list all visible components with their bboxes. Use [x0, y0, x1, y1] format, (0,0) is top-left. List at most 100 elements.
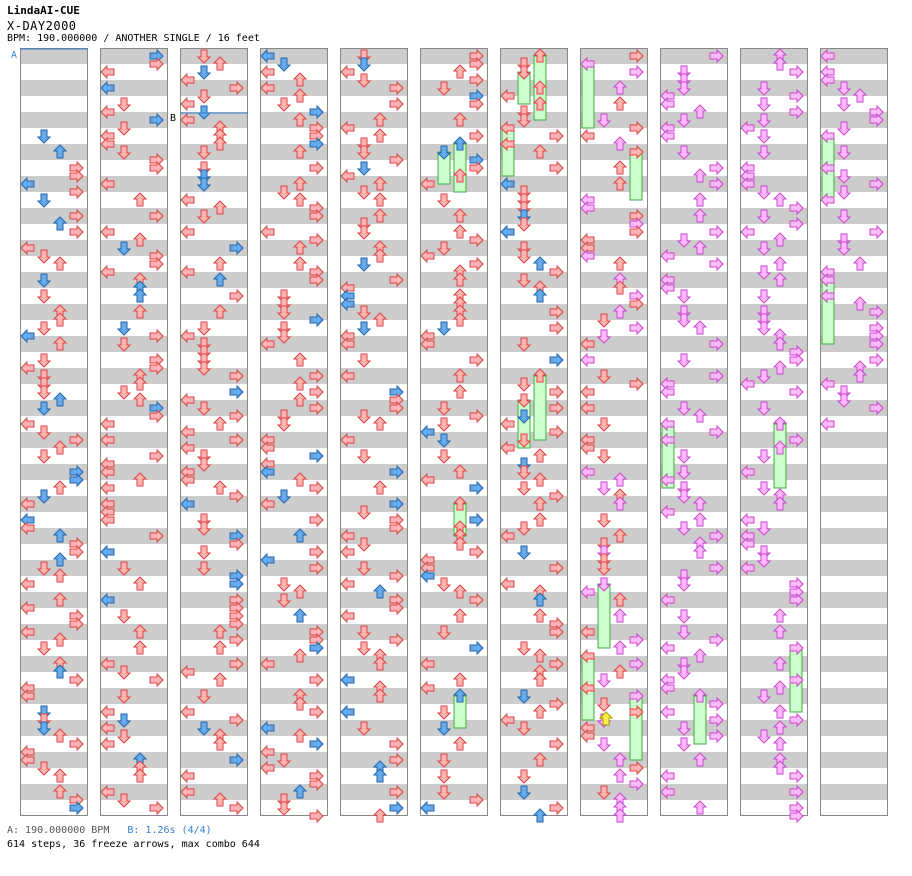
beat-stripe	[260, 272, 328, 288]
beat-stripe	[20, 624, 88, 640]
column-border	[820, 48, 888, 816]
beat-stripe	[340, 272, 408, 288]
beat-stripe	[260, 688, 328, 704]
beat-stripe	[820, 688, 888, 704]
beat-stripe	[820, 592, 888, 608]
beat-stripe	[820, 48, 888, 64]
beat-stripe	[180, 752, 248, 768]
beat-stripe	[500, 720, 568, 736]
beat-stripe	[820, 496, 888, 512]
beat-stripe	[820, 240, 888, 256]
beat-stripe	[660, 144, 728, 160]
beat-stripe	[260, 432, 328, 448]
beat-stripe	[340, 752, 408, 768]
beat-stripe	[100, 336, 168, 352]
beat-stripe	[180, 336, 248, 352]
beat-stripe	[340, 688, 408, 704]
beat-stripe	[20, 336, 88, 352]
beat-stripe	[420, 240, 488, 256]
step-chart: A B	[11, 48, 888, 823]
beat-stripe	[820, 560, 888, 576]
beat-stripe	[100, 560, 168, 576]
beat-stripe	[180, 656, 248, 672]
beat-stripe	[580, 784, 648, 800]
beat-stripe	[500, 240, 568, 256]
beat-stripe	[20, 272, 88, 288]
beat-stripe	[180, 240, 248, 256]
beat-stripe	[820, 528, 888, 544]
beat-stripe	[20, 560, 88, 576]
beat-stripe	[660, 432, 728, 448]
beat-stripe	[660, 112, 728, 128]
beat-stripe	[260, 368, 328, 384]
beat-stripe	[740, 560, 808, 576]
beat-stripe	[100, 208, 168, 224]
beat-stripe	[100, 592, 168, 608]
beat-stripe	[660, 304, 728, 320]
beat-stripe	[580, 112, 648, 128]
beat-stripe	[820, 144, 888, 160]
beat-stripe	[580, 336, 648, 352]
beat-stripe	[260, 336, 328, 352]
beat-stripe	[740, 80, 808, 96]
beat-stripe	[740, 400, 808, 416]
beat-stripe	[580, 272, 648, 288]
beat-stripe	[580, 240, 648, 256]
beat-stripe	[340, 592, 408, 608]
beat-stripe	[180, 560, 248, 576]
beat-stripe	[260, 720, 328, 736]
beat-stripe	[820, 368, 888, 384]
beat-stripe	[500, 784, 568, 800]
freeze-arrow	[581, 63, 595, 129]
beat-stripe	[20, 208, 88, 224]
beat-stripe	[820, 432, 888, 448]
beat-stripe	[100, 144, 168, 160]
beat-stripe	[20, 400, 88, 416]
beat-stripe	[740, 176, 808, 192]
beat-stripe	[260, 304, 328, 320]
beat-stripe	[420, 592, 488, 608]
beat-stripe	[660, 272, 728, 288]
beat-stripe	[20, 368, 88, 384]
beat-stripe	[340, 400, 408, 416]
beat-stripe	[660, 464, 728, 480]
freeze-arrow	[533, 375, 547, 441]
beat-stripe	[420, 752, 488, 768]
beat-stripe	[260, 592, 328, 608]
beat-stripe	[580, 400, 648, 416]
beat-stripe	[580, 528, 648, 544]
beat-stripe	[420, 656, 488, 672]
beat-stripe	[660, 80, 728, 96]
beat-stripe	[260, 656, 328, 672]
beat-stripe	[740, 144, 808, 160]
beat-stripe	[340, 48, 408, 64]
beat-stripe	[500, 752, 568, 768]
beat-stripe	[420, 112, 488, 128]
beat-stripe	[100, 656, 168, 672]
beat-stripe	[340, 208, 408, 224]
beat-stripe	[340, 304, 408, 320]
beat-stripe	[740, 720, 808, 736]
beat-stripe	[20, 592, 88, 608]
beat-stripe	[180, 688, 248, 704]
beat-stripe	[420, 560, 488, 576]
beat-stripe	[100, 176, 168, 192]
beat-stripe	[660, 496, 728, 512]
beat-stripe	[660, 560, 728, 576]
beat-stripe	[420, 304, 488, 320]
beat-stripe	[580, 304, 648, 320]
beat-stripe	[820, 656, 888, 672]
artist-title: LindaAI-CUE	[7, 4, 80, 17]
beat-stripe	[20, 784, 88, 800]
beat-stripe	[660, 336, 728, 352]
beat-stripe	[740, 624, 808, 640]
beat-stripe	[820, 208, 888, 224]
beat-stripe	[340, 112, 408, 128]
beat-stripe	[340, 720, 408, 736]
beat-stripe	[660, 784, 728, 800]
beat-stripe	[660, 240, 728, 256]
beat-stripe	[660, 656, 728, 672]
marker-a: A	[11, 50, 17, 61]
beat-stripe	[420, 48, 488, 64]
bpm-b-info: B: 1.26s (4/4)	[127, 825, 212, 836]
